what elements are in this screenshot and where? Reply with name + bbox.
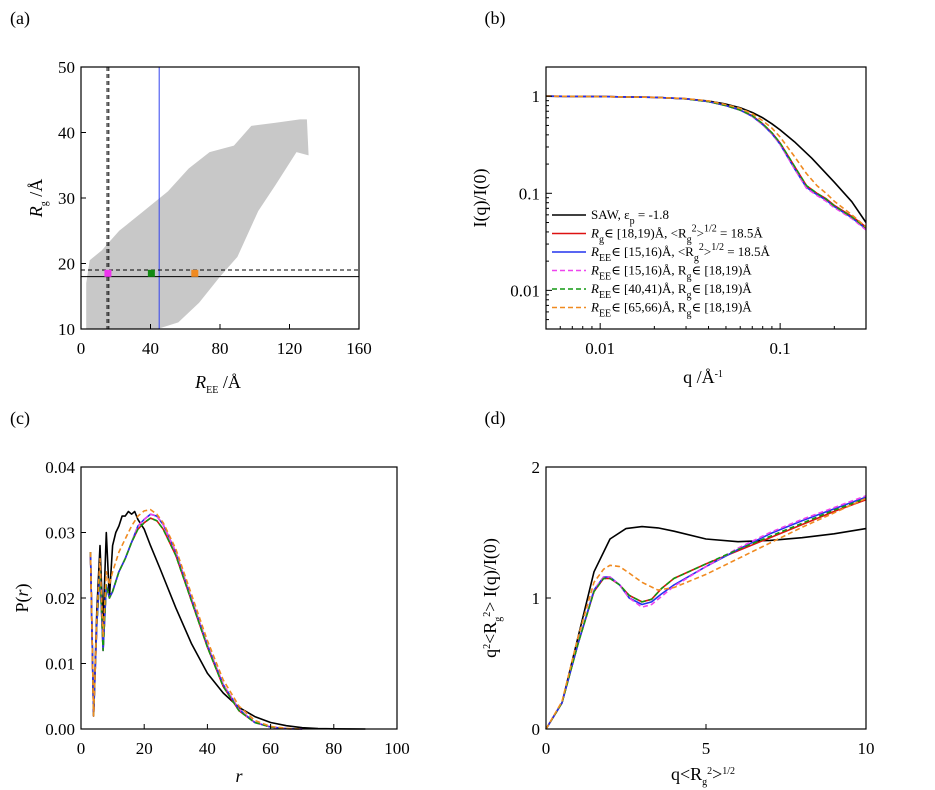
panel-c-label: (c) xyxy=(10,408,30,429)
panel-c-xlabel: r xyxy=(235,766,243,786)
panel-b-ytick-label: 0.1 xyxy=(519,184,540,203)
panel-c-series-5 xyxy=(89,508,303,730)
panel-a-xtick-label: 160 xyxy=(346,339,372,358)
panel-c-series-3 xyxy=(89,513,303,730)
panel-d-series-3 xyxy=(545,495,867,730)
panel-d-series-5 xyxy=(545,497,867,730)
panel-a-region xyxy=(86,119,309,330)
panel-b-legend-entry-5: REE∈ [65,66)Å, Rg∈ [18,19)Å xyxy=(590,300,752,320)
panel-d-series-2 xyxy=(545,496,867,730)
panel-d-ytick-label: 0 xyxy=(532,720,541,739)
panel-d-series-0 xyxy=(545,525,867,730)
panel-a-xtick-label: 120 xyxy=(277,339,303,358)
panel-c-ytick-label: 0.04 xyxy=(45,458,75,477)
panel-c-xtick-label: 40 xyxy=(199,739,216,758)
panel-d-xtick-label: 0 xyxy=(542,739,551,758)
panel-b-series-0 xyxy=(545,95,867,223)
panel-a-ytick-label: 20 xyxy=(58,255,75,274)
panel-a-xtick-label: 40 xyxy=(142,339,159,358)
panel-b-legend-entry-0: SAW, εp = -1.8 xyxy=(591,207,669,227)
panel-b-legend-entry-2: REE∈ [15,16)Å, <Rg2>1/2 = 18.5Å xyxy=(590,242,771,264)
panel-b-series-3 xyxy=(545,95,867,231)
panel-a-point-0 xyxy=(104,269,112,277)
panel-d-series-1 xyxy=(545,499,867,730)
panel-b-legend-entry-4: REE∈ [40,41)Å, Rg∈ [18,19)Å xyxy=(590,281,752,301)
panel-c-series-1 xyxy=(89,517,303,730)
panel-a-ytick-label: 30 xyxy=(58,189,75,208)
panel-c-series-4 xyxy=(89,517,303,730)
panel-a-point-2 xyxy=(191,269,199,277)
panel-d-frame xyxy=(545,466,867,730)
panel-b-ytick-label: 0.01 xyxy=(510,281,540,300)
panel-d-ytick-label: 1 xyxy=(532,589,541,608)
panel-d-xtick-label: 5 xyxy=(702,739,711,758)
panel-c-frame xyxy=(80,466,398,730)
panel-d-xtick-label: 10 xyxy=(858,739,875,758)
panel-a-point-1 xyxy=(147,269,155,277)
panel-d-ytick-label: 2 xyxy=(532,458,541,477)
panel-d-label: (d) xyxy=(485,408,506,429)
panel-a-xtick-label: 80 xyxy=(212,339,229,358)
panel-b-series-4 xyxy=(545,95,867,229)
panel-c-xtick-label: 100 xyxy=(384,739,410,758)
panel-b-legend-entry-1: Rg∈ [18,19)Å, <Rg2>1/2 = 18.5Å xyxy=(590,224,763,246)
panel-a-ytick-label: 40 xyxy=(58,124,75,143)
panel-c-series-0 xyxy=(89,510,366,730)
panel-d-series-4 xyxy=(545,497,867,730)
panel-c-xtick-label: 60 xyxy=(262,739,279,758)
panel-b-xtick-label: 0.1 xyxy=(770,339,791,358)
panel-b-xtick-label: 0.01 xyxy=(585,339,615,358)
panel-b-ylabel: I(q)/I(0) xyxy=(470,169,491,228)
panel-a-ylabel: Rg /Å xyxy=(26,179,50,219)
panel-c-xtick-label: 80 xyxy=(325,739,342,758)
panel-c-ylabel: P(r) xyxy=(12,583,33,612)
panel-c-ytick-label: 0.00 xyxy=(45,720,75,739)
panel-c-series-2 xyxy=(89,513,303,730)
panel-c-ytick-label: 0.01 xyxy=(45,655,75,674)
panel-a-label: (a) xyxy=(10,8,30,29)
panel-a-ytick-label: 50 xyxy=(58,58,75,77)
panel-b-xlabel: q /Å-1 xyxy=(683,367,723,387)
panel-a-ytick-label: 10 xyxy=(58,320,75,339)
panel-d-ylabel: q2<Rg2> I(q)/I(0) xyxy=(480,538,504,658)
panel-a-xtick-label: 0 xyxy=(77,339,86,358)
panel-b-ytick-label: 1 xyxy=(532,87,541,106)
panel-b-label: (b) xyxy=(485,8,506,29)
panel-b-series-5 xyxy=(545,95,867,228)
panel-b-legend-entry-3: REE∈ [15,16)Å, Rg∈ [18,19)Å xyxy=(590,263,752,283)
panel-d-xlabel: q<Rg2>1/2 xyxy=(671,764,735,788)
panel-c-xtick-label: 0 xyxy=(77,739,86,758)
panel-c-ytick-label: 0.03 xyxy=(45,524,75,543)
panel-c-ytick-label: 0.02 xyxy=(45,589,75,608)
panel-c-xtick-label: 20 xyxy=(136,739,153,758)
panel-a-xlabel: REE /Å xyxy=(194,372,241,396)
